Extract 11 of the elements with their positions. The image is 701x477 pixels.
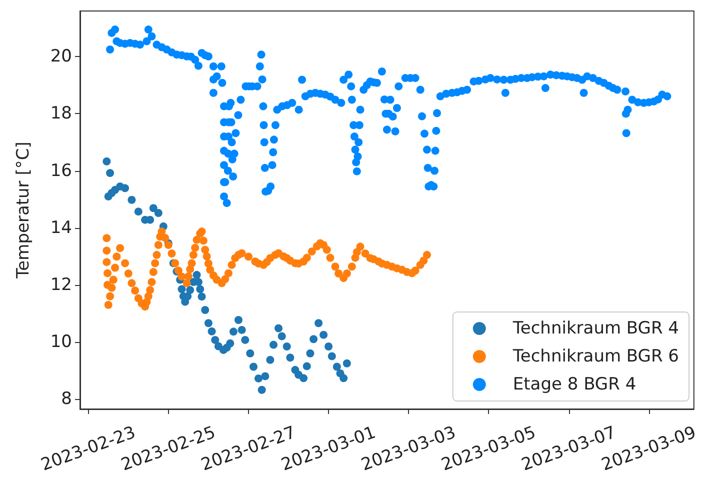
- legend-label: Etage 8 BGR 4: [512, 374, 636, 394]
- y-tick-label: 18: [50, 104, 72, 124]
- y-axis-title: Temperatur [°C]: [14, 142, 34, 280]
- legend-label: Technikraum BGR 4: [512, 318, 680, 338]
- y-tick-label: 12: [50, 274, 72, 295]
- y-tick-label: 16: [50, 160, 72, 181]
- legend-label: Technikraum BGR 6: [512, 346, 680, 366]
- y-tick-label: 20: [50, 46, 72, 67]
- y-tick-label: 14: [50, 218, 72, 238]
- y-tick-label: 8: [61, 389, 72, 410]
- y-tick-label: 10: [50, 332, 72, 352]
